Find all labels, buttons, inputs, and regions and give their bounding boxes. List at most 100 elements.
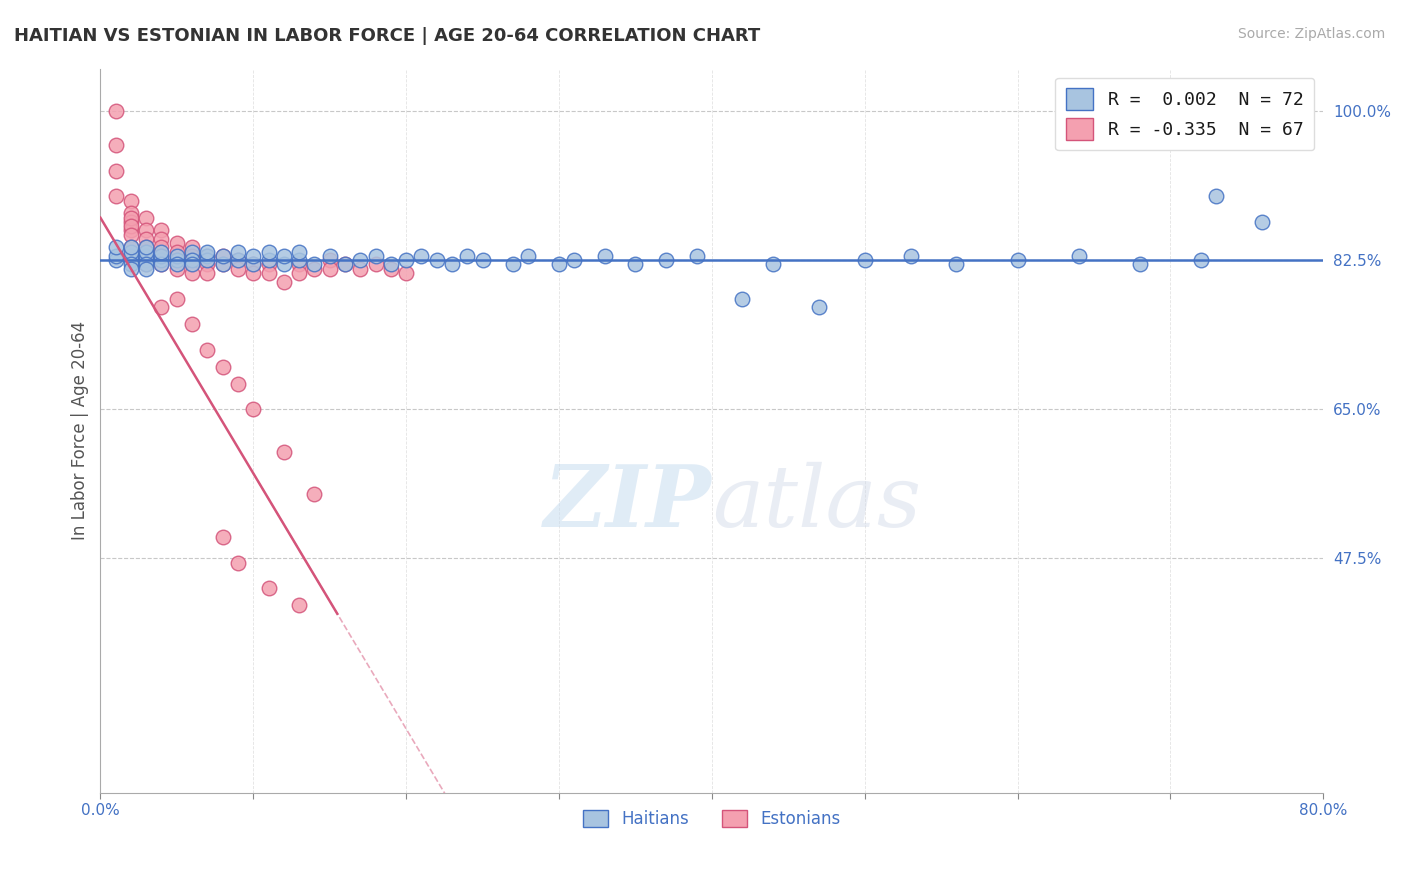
Point: [195, 343, 218, 357]
Point: [120, 244, 142, 259]
Point: [166, 244, 188, 259]
Point: [195, 249, 218, 263]
Point: [318, 249, 340, 263]
Point: [562, 253, 585, 268]
Point: [120, 257, 142, 271]
Point: [150, 300, 173, 314]
Point: [456, 249, 478, 263]
Point: [257, 581, 280, 595]
Point: [120, 249, 142, 263]
Point: [273, 275, 295, 289]
Point: [349, 253, 371, 268]
Point: [120, 219, 142, 234]
Point: [135, 249, 157, 263]
Point: [211, 249, 233, 263]
Point: [135, 257, 157, 271]
Point: [411, 249, 433, 263]
Point: [181, 253, 204, 268]
Point: [166, 253, 188, 268]
Point: [120, 194, 142, 208]
Point: [150, 257, 173, 271]
Point: [226, 253, 249, 268]
Point: [150, 249, 173, 263]
Point: [135, 240, 157, 254]
Point: [195, 244, 218, 259]
Point: [945, 257, 967, 271]
Point: [104, 240, 127, 254]
Point: [1007, 253, 1029, 268]
Point: [166, 253, 188, 268]
Point: [380, 261, 402, 276]
Y-axis label: In Labor Force | Age 20-64: In Labor Force | Age 20-64: [72, 321, 89, 541]
Point: [166, 249, 188, 263]
Point: [242, 249, 264, 263]
Point: [120, 227, 142, 242]
Point: [135, 261, 157, 276]
Point: [349, 261, 371, 276]
Point: [440, 257, 463, 271]
Legend: Haitians, Estonians: Haitians, Estonians: [576, 804, 848, 835]
Point: [135, 253, 157, 268]
Point: [226, 253, 249, 268]
Point: [195, 249, 218, 263]
Point: [195, 257, 218, 271]
Point: [273, 257, 295, 271]
Point: [226, 261, 249, 276]
Point: [166, 257, 188, 271]
Point: [517, 249, 540, 263]
Point: [593, 249, 616, 263]
Point: [211, 530, 233, 544]
Point: [1129, 257, 1152, 271]
Point: [226, 556, 249, 570]
Point: [104, 249, 127, 263]
Text: atlas: atlas: [711, 462, 921, 544]
Point: [548, 257, 571, 271]
Point: [502, 257, 524, 271]
Point: [471, 253, 494, 268]
Point: [150, 249, 173, 263]
Point: [364, 249, 387, 263]
Point: [655, 253, 678, 268]
Point: [181, 317, 204, 331]
Point: [226, 244, 249, 259]
Point: [762, 257, 785, 271]
Point: [1251, 215, 1274, 229]
Point: [104, 104, 127, 119]
Point: [104, 138, 127, 153]
Point: [380, 257, 402, 271]
Point: [685, 249, 707, 263]
Point: [135, 232, 157, 246]
Point: [304, 261, 326, 276]
Point: [288, 257, 311, 271]
Point: [318, 261, 340, 276]
Point: [120, 240, 142, 254]
Point: [120, 240, 142, 254]
Point: [150, 223, 173, 237]
Point: [135, 244, 157, 259]
Point: [135, 249, 157, 263]
Point: [211, 257, 233, 271]
Point: [150, 232, 173, 246]
Point: [120, 261, 142, 276]
Point: [120, 223, 142, 237]
Point: [150, 257, 173, 271]
Point: [807, 300, 830, 314]
Point: [242, 257, 264, 271]
Point: [135, 211, 157, 225]
Point: [273, 249, 295, 263]
Point: [181, 257, 204, 271]
Point: [195, 253, 218, 268]
Text: Source: ZipAtlas.com: Source: ZipAtlas.com: [1237, 27, 1385, 41]
Point: [257, 257, 280, 271]
Point: [257, 244, 280, 259]
Point: [181, 244, 204, 259]
Point: [135, 240, 157, 254]
Point: [395, 253, 418, 268]
Point: [257, 253, 280, 268]
Point: [318, 253, 340, 268]
Point: [395, 266, 418, 280]
Point: [242, 402, 264, 417]
Point: [1189, 253, 1212, 268]
Point: [1067, 249, 1090, 263]
Point: [120, 211, 142, 225]
